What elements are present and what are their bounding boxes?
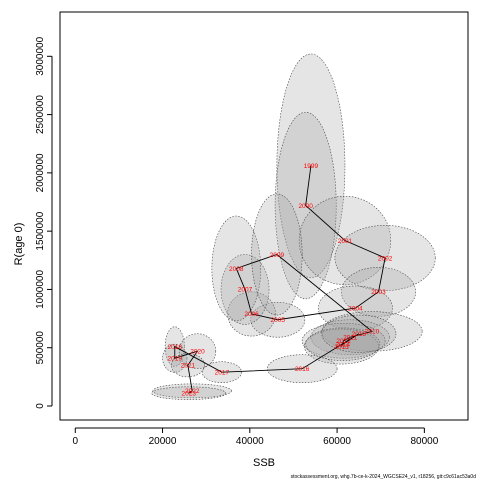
x-tick-label: 0 xyxy=(72,436,78,447)
year-label-2021: 2021 xyxy=(181,363,196,370)
year-label-2000: 2000 xyxy=(298,203,313,210)
year-label-2020: 2020 xyxy=(190,349,205,356)
year-label-1999: 1999 xyxy=(304,163,319,170)
year-label-2013: 2013 xyxy=(334,344,349,351)
y-tick-label: 2500000 xyxy=(35,95,46,134)
x-tick-label: 40000 xyxy=(236,436,264,447)
y-tick-label: 0 xyxy=(35,403,46,409)
ellipse-1999 xyxy=(276,53,346,279)
year-label-2009: 2009 xyxy=(270,252,285,259)
y-tick-label: 1000000 xyxy=(35,270,46,309)
year-label-2018: 2018 xyxy=(168,344,183,351)
year-label-2002: 2002 xyxy=(378,255,393,262)
y-tick-label: 3000000 xyxy=(35,36,46,75)
x-axis-title: SSB xyxy=(253,457,275,469)
year-label-2006: 2006 xyxy=(244,311,259,318)
year-label-2010: 2010 xyxy=(365,329,380,336)
footer-caption: stockassessment.org, whg.7b-ce-k-2024_WG… xyxy=(291,474,477,480)
x-tick-label: 20000 xyxy=(149,436,177,447)
x-axis: 0 20000 40000 60000 80000 xyxy=(72,427,439,447)
stock-recruitment-path xyxy=(174,165,386,394)
year-label-2015: 2015 xyxy=(352,331,367,338)
year-label-2011: 2011 xyxy=(343,335,357,342)
year-label-2005: 2005 xyxy=(271,317,286,324)
x-tick-label: 60000 xyxy=(323,436,351,447)
y-axis: 0 500000 1000000 1500000 2000000 2500000 30000… xyxy=(35,36,53,409)
year-label-2004: 2004 xyxy=(348,305,363,312)
year-labels: 1999 2000 2001 2002 2003 2004 2005 2006 2007 2008… xyxy=(168,163,393,397)
year-label-2017: 2017 xyxy=(215,370,230,377)
year-label-2003: 2003 xyxy=(371,289,386,296)
year-label-2016: 2016 xyxy=(295,366,310,373)
year-label-2012: 2012 xyxy=(336,338,351,345)
year-label-2022: 2022 xyxy=(185,388,200,395)
y-axis-title: R(age 0) xyxy=(13,223,25,266)
year-label-2023: 2023 xyxy=(181,390,196,397)
y-tick-label: 500000 xyxy=(35,331,46,365)
year-label-2008: 2008 xyxy=(229,266,244,273)
year-label-2001: 2001 xyxy=(338,238,353,245)
y-tick-label: 2000000 xyxy=(35,153,46,192)
year-label-2019: 2019 xyxy=(168,356,183,363)
sr-path-line xyxy=(174,165,386,394)
x-tick-label: 80000 xyxy=(410,436,438,447)
year-label-2007: 2007 xyxy=(238,287,253,294)
plot-frame xyxy=(59,11,469,421)
y-tick-label: 1500000 xyxy=(35,211,46,250)
year-label-2014: 2014 xyxy=(336,342,351,349)
